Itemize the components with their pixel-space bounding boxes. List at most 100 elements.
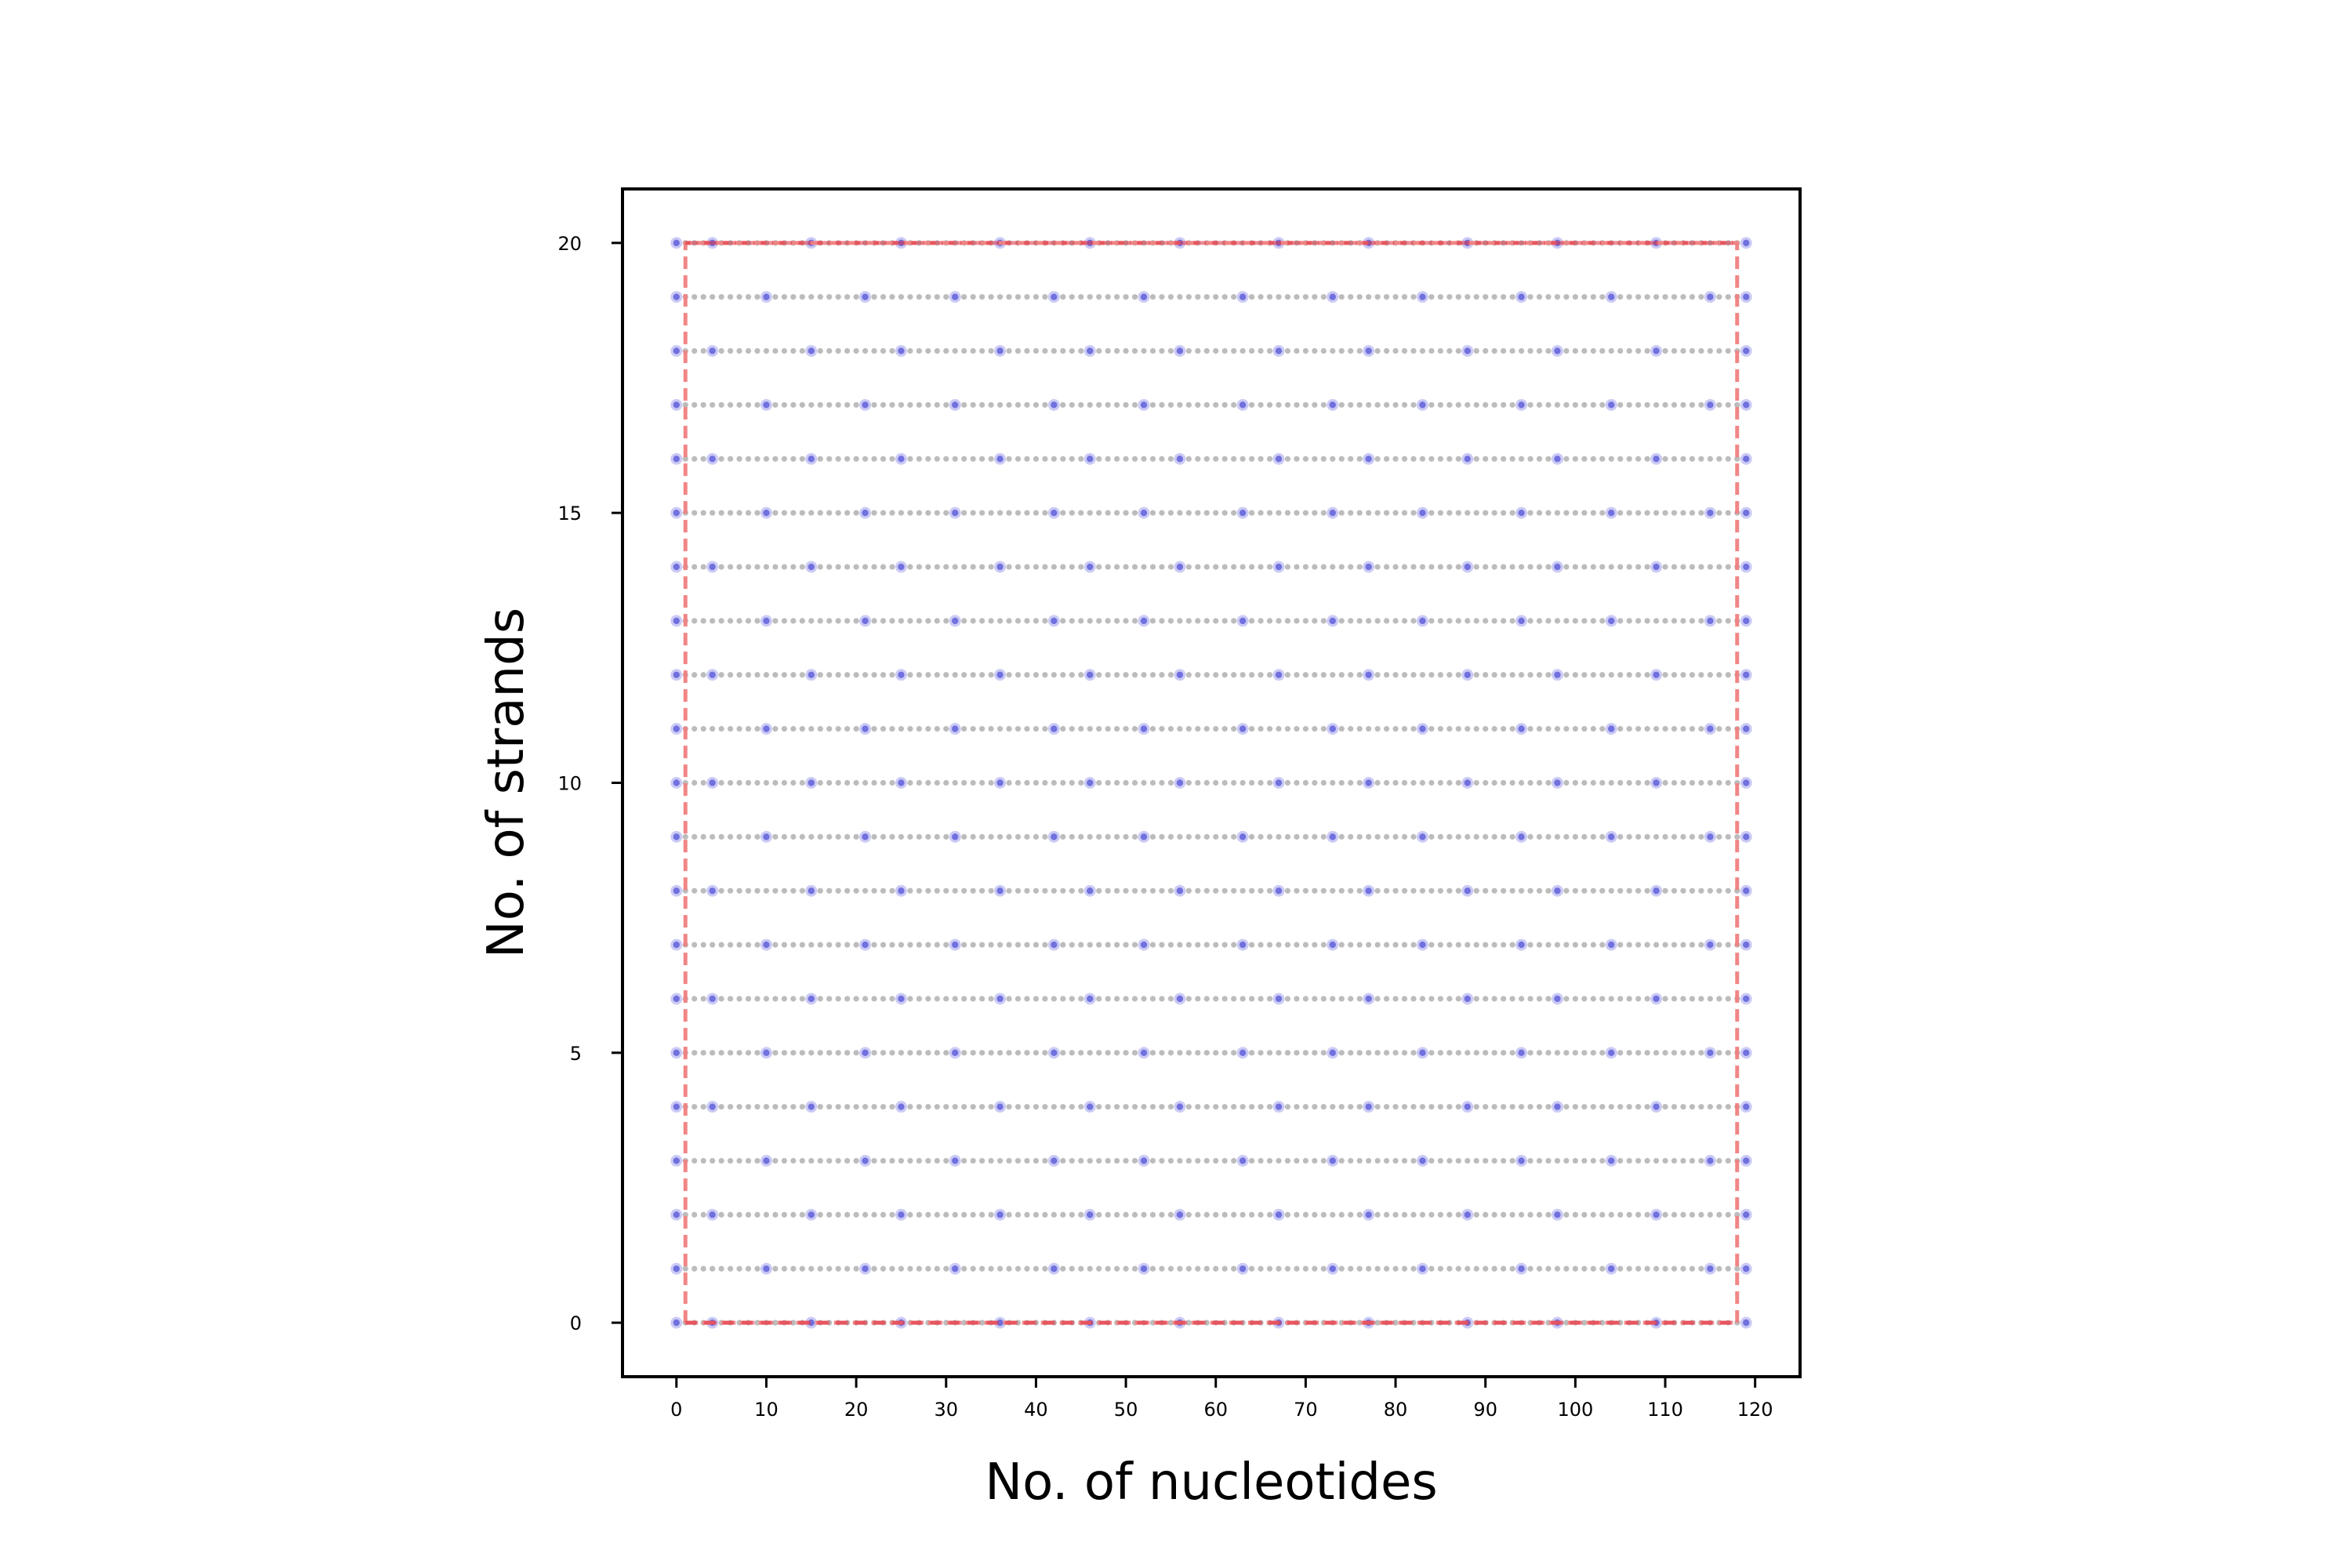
crossover-point: [808, 779, 815, 786]
nucleotide-point: [1177, 1157, 1183, 1164]
nucleotide-point: [1240, 456, 1246, 462]
nucleotide-point: [1294, 779, 1300, 786]
nucleotide-point: [925, 618, 931, 624]
nucleotide-point: [718, 779, 724, 786]
nucleotide-point: [1698, 887, 1704, 894]
nucleotide-point: [1734, 1265, 1740, 1272]
nucleotide-point: [925, 887, 931, 894]
nucleotide-point: [1087, 618, 1093, 624]
nucleotide-point: [1131, 672, 1138, 678]
nucleotide-point: [1383, 347, 1390, 354]
nucleotide-point: [844, 887, 851, 894]
nucleotide-point: [745, 564, 752, 570]
nucleotide-point: [1473, 347, 1479, 354]
nucleotide-point: [1509, 564, 1515, 570]
nucleotide-point: [907, 564, 913, 570]
nucleotide-point: [1006, 726, 1012, 732]
nucleotide-point: [1698, 510, 1704, 516]
nucleotide-point: [1248, 1104, 1255, 1110]
nucleotide-point: [772, 564, 779, 570]
crossover-point: [808, 887, 815, 895]
nucleotide-point: [1590, 1157, 1596, 1164]
crossover-point: [1419, 401, 1426, 408]
nucleotide-point: [754, 1265, 760, 1272]
nucleotide-point: [718, 726, 724, 732]
nucleotide-point: [961, 1104, 967, 1110]
x-tick-label: 20: [844, 1399, 869, 1421]
nucleotide-point: [1483, 726, 1489, 732]
nucleotide-point: [1302, 564, 1308, 570]
crossover-point: [1140, 941, 1148, 949]
nucleotide-point: [1410, 942, 1417, 948]
nucleotide-point: [1149, 726, 1156, 732]
nucleotide-point: [1734, 401, 1740, 408]
nucleotide-point: [1563, 1104, 1570, 1110]
nucleotide-point: [745, 779, 752, 786]
nucleotide-point: [1213, 347, 1219, 354]
nucleotide-point: [1563, 833, 1570, 840]
nucleotide-point: [916, 672, 922, 678]
nucleotide-point: [1320, 1265, 1327, 1272]
nucleotide-point: [1312, 1157, 1318, 1164]
crossover-point: [763, 833, 770, 840]
nucleotide-point: [1294, 942, 1300, 948]
nucleotide-point: [1437, 401, 1443, 408]
nucleotide-point: [862, 456, 869, 462]
nucleotide-point: [808, 401, 815, 408]
crossover-point: [673, 941, 680, 949]
nucleotide-point: [1177, 1265, 1183, 1272]
crossover-point: [1518, 1157, 1525, 1164]
crossover-point: [1140, 293, 1148, 300]
nucleotide-point: [898, 833, 905, 840]
nucleotide-point: [1312, 1104, 1318, 1110]
nucleotide-point: [844, 618, 851, 624]
crossover-point: [1419, 1049, 1426, 1057]
nucleotide-point: [1563, 347, 1570, 354]
crossover-point: [1743, 887, 1750, 895]
nucleotide-point: [1348, 564, 1354, 570]
nucleotide-point: [1483, 1265, 1489, 1272]
y-axis-label: No. of strands: [477, 608, 535, 958]
nucleotide-point: [1060, 1265, 1066, 1272]
nucleotide-point: [799, 456, 805, 462]
nucleotide-point: [826, 779, 833, 786]
crossover-point: [862, 725, 869, 732]
nucleotide-point: [1096, 1104, 1102, 1110]
nucleotide-point: [1383, 887, 1390, 894]
nucleotide-point: [1096, 456, 1102, 462]
nucleotide-point: [1509, 779, 1515, 786]
nucleotide-point: [1527, 779, 1534, 786]
nucleotide-point: [1473, 564, 1479, 570]
nucleotide-point: [1465, 1157, 1471, 1164]
crossover-point: [1743, 456, 1750, 463]
nucleotide-point: [1024, 887, 1030, 894]
nucleotide-point: [1590, 510, 1596, 516]
nucleotide-point: [1221, 726, 1228, 732]
nucleotide-point: [745, 618, 752, 624]
nucleotide-point: [934, 401, 940, 408]
nucleotide-point: [1419, 1104, 1426, 1110]
nucleotide-point: [727, 1104, 734, 1110]
nucleotide-point: [1527, 347, 1534, 354]
nucleotide-point: [1572, 347, 1578, 354]
nucleotide-point: [1338, 510, 1345, 516]
nucleotide-point: [754, 401, 760, 408]
nucleotide-point: [1536, 618, 1543, 624]
nucleotide-point: [1437, 996, 1443, 1002]
nucleotide-point: [1024, 779, 1030, 786]
nucleotide-point: [1060, 618, 1066, 624]
nucleotide-point: [880, 401, 887, 408]
nucleotide-point: [1644, 1157, 1650, 1164]
nucleotide-points-layer: [673, 240, 1749, 1326]
nucleotide-point: [1356, 1157, 1363, 1164]
nucleotide-point: [898, 1050, 905, 1056]
nucleotide-point: [1258, 726, 1264, 732]
nucleotide-point: [1014, 1157, 1022, 1164]
nucleotide-point: [1195, 672, 1201, 678]
nucleotide-point: [1563, 294, 1570, 300]
nucleotide-point: [781, 726, 787, 732]
crossover-point: [1554, 779, 1561, 786]
nucleotide-point: [745, 833, 752, 840]
nucleotide-point: [1437, 726, 1443, 732]
nucleotide-point: [781, 1104, 787, 1110]
